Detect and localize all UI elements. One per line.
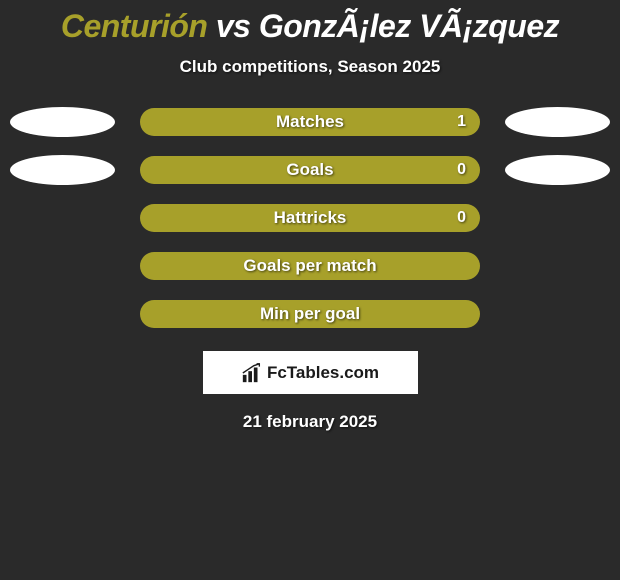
player1-name: Centurión (61, 8, 208, 44)
stat-value: 0 (457, 209, 466, 227)
stat-label: Hattricks (274, 208, 347, 228)
vs-text: vs (207, 8, 258, 44)
stat-row: Min per goal (0, 299, 620, 329)
page-title: Centurión vs GonzÃ¡lez VÃ¡zquez (0, 8, 620, 45)
logo-text: FcTables.com (267, 363, 379, 383)
stat-row: Matches 1 (0, 107, 620, 137)
player2-name: GonzÃ¡lez VÃ¡zquez (259, 8, 559, 44)
stat-bar: Goals per match (140, 252, 480, 280)
ellipse-spacer (505, 203, 610, 233)
infographic-container: Centurión vs GonzÃ¡lez VÃ¡zquez Club com… (0, 0, 620, 432)
stat-row: Goals per match (0, 251, 620, 281)
ellipse-spacer (505, 299, 610, 329)
stat-bar: Goals 0 (140, 156, 480, 184)
stat-label: Goals (286, 160, 333, 180)
stat-label: Goals per match (243, 256, 376, 276)
ellipse-left (10, 155, 115, 185)
chart-icon (241, 362, 263, 384)
ellipse-spacer (10, 299, 115, 329)
stat-label: Matches (276, 112, 344, 132)
stat-value: 1 (457, 113, 466, 131)
stat-bar: Hattricks 0 (140, 204, 480, 232)
ellipse-spacer (505, 251, 610, 281)
stat-bar: Min per goal (140, 300, 480, 328)
ellipse-right (505, 107, 610, 137)
stat-row: Hattricks 0 (0, 203, 620, 233)
stat-value: 0 (457, 161, 466, 179)
ellipse-spacer (10, 251, 115, 281)
stat-row: Goals 0 (0, 155, 620, 185)
stat-bar: Matches 1 (140, 108, 480, 136)
ellipse-left (10, 107, 115, 137)
stat-label: Min per goal (260, 304, 360, 324)
ellipse-right (505, 155, 610, 185)
subtitle: Club competitions, Season 2025 (0, 57, 620, 77)
logo-box: FcTables.com (203, 351, 418, 394)
stat-rows: Matches 1 Goals 0 Hattricks 0 Goals per match M… (0, 107, 620, 329)
ellipse-spacer (10, 203, 115, 233)
date-text: 21 february 2025 (0, 412, 620, 432)
